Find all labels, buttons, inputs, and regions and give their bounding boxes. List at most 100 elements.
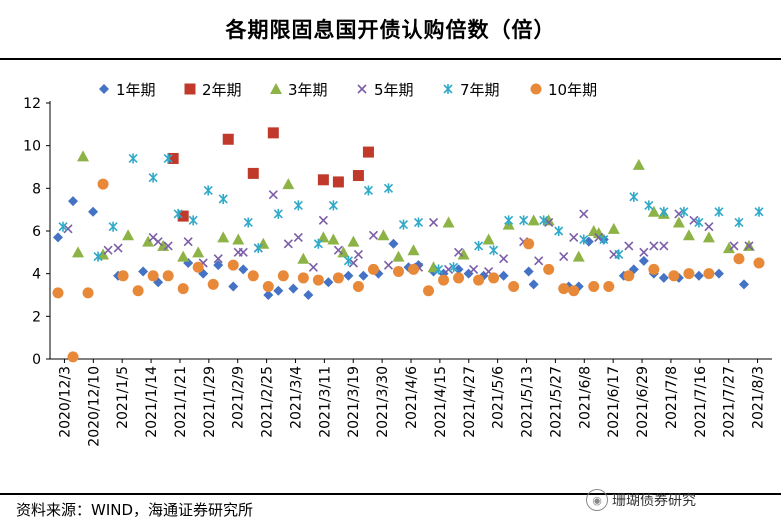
data-point [227,259,239,271]
data-point [554,226,564,236]
data-point [247,270,259,282]
data-point [632,158,645,170]
data-point [527,214,540,226]
data-point [243,217,253,228]
data-point [88,206,99,217]
data-point [623,270,635,282]
data-point [694,217,704,228]
data-point [232,233,245,245]
x-tick-label: 2021/7/27 [722,366,738,438]
x-tick-label: 2021/1/5 [115,366,131,429]
data-point [659,206,669,217]
data-point [162,270,174,282]
data-point [579,234,589,245]
data-point [408,263,420,275]
data-point [722,242,735,254]
data-point [288,283,299,294]
data-point [293,232,303,242]
data-point [177,210,189,222]
x-tick-label: 2021/3/11 [317,366,333,438]
data-point [318,215,328,225]
data-point [668,270,680,282]
data-point [469,264,479,274]
data-point [508,280,520,292]
data-point [348,258,358,268]
data-point [674,209,684,219]
legend-marker [184,83,196,95]
data-point [573,281,584,292]
data-point [53,232,63,243]
data-point [682,229,695,241]
data-point [407,244,420,256]
x-tick-label: 2020/12/10 [86,366,102,447]
data-point [203,185,213,196]
data-point [649,241,659,251]
data-point [353,249,363,260]
x-tick-label: 2021/2/9 [231,366,247,429]
series-3 [63,190,754,277]
data-point [568,285,580,297]
data-point [423,285,435,297]
x-tick-label: 2021/1/14 [144,366,160,438]
data-point [297,272,309,284]
data-point [238,264,249,275]
data-point [97,178,109,190]
data-point [753,257,765,269]
data-point [177,283,189,295]
data-point [273,208,283,219]
data-point [333,245,343,255]
data-point [377,229,390,241]
data-point [358,270,369,281]
data-point [454,247,464,257]
legend-label: 5年期 [374,81,414,99]
data-point [113,243,123,253]
data-point [433,264,444,275]
data-point [629,191,639,202]
data-point [343,255,353,266]
data-point [534,256,544,266]
data-point [498,270,509,281]
data-point [283,239,293,249]
data-point [147,270,159,282]
data-point [262,280,274,292]
y-tick-label: 6 [32,224,41,240]
data-point [519,215,529,226]
series-4 [58,153,764,275]
data-point [308,262,318,272]
source-divider [0,493,781,495]
data-point [332,272,344,284]
data-point [52,287,64,299]
data-point [303,290,314,300]
data-point [192,246,205,258]
data-point [488,272,500,284]
data-point [317,231,330,243]
data-point [253,243,263,254]
x-tick-label: 2021/3/30 [375,366,391,438]
data-point [332,176,344,188]
data-point [273,285,284,296]
data-point [734,217,744,228]
x-tick-label: 2021/2/25 [260,366,276,438]
data-point [297,252,310,264]
data-point [238,247,248,257]
data-point [383,260,394,270]
data-point [413,217,424,228]
data-point [558,283,570,295]
data-point [754,206,764,217]
data-point [368,230,379,240]
x-tick-label: 2021/1/29 [202,366,218,438]
data-point [704,222,714,232]
data-point [672,216,685,228]
data-point [569,232,579,242]
x-tick-label: 2021/5/27 [548,366,564,438]
data-point [122,229,135,241]
data-point [599,234,609,245]
data-point [132,285,144,297]
data-point [207,278,219,290]
data-point [183,237,193,247]
data-point [579,209,589,219]
legend-label: 7年期 [460,81,500,99]
data-point [679,206,689,217]
legend-label: 3年期 [288,81,328,99]
chart-marks [52,127,765,363]
